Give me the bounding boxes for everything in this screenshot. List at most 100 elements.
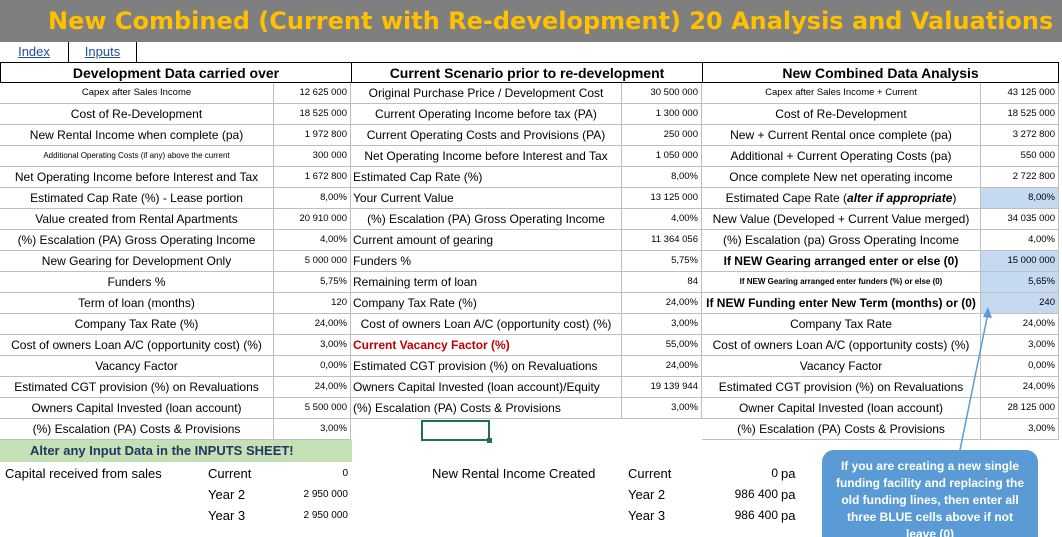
current-label[interactable]: Your Current Value [351,188,622,209]
combined-value[interactable]: 550 000 [981,146,1059,167]
combined-value[interactable]: 34 035 000 [981,209,1059,230]
combined-label[interactable]: (%) Escalation (pa) Gross Operating Inco… [702,230,981,251]
development-label[interactable]: Capex after Sales Income [0,83,274,104]
combined-label[interactable]: New + Current Rental once complete (pa) [702,125,981,146]
combined-label[interactable]: Capex after Sales Income + Current [702,83,981,104]
new-term-input[interactable]: 240 [981,293,1059,314]
combined-label[interactable]: New Value (Developed + Current Value mer… [702,209,981,230]
capital-value[interactable]: 0 [342,468,348,479]
development-value[interactable]: 1 672 800 [274,167,351,188]
combined-value[interactable]: 24,00% [981,314,1059,335]
current-label[interactable]: Net Operating Income before Interest and… [351,146,622,167]
combined-value[interactable]: 24,00% [981,377,1059,398]
development-value[interactable]: 24,00% [274,377,351,398]
current-label[interactable]: Current amount of gearing [351,230,622,251]
current-value[interactable]: 30 500 000 [622,83,702,104]
capital-value[interactable]: 2 950 000 [303,510,349,521]
current-value[interactable]: 1 300 000 [622,104,702,125]
development-label[interactable]: Cost of owners Loan A/C (opportunity cos… [0,335,274,356]
combined-value[interactable]: 3,00% [981,335,1059,356]
development-value[interactable]: 8,00% [274,188,351,209]
development-label[interactable]: Term of loan (months) [0,293,274,314]
development-label[interactable]: New Rental Income when complete (pa) [0,125,274,146]
current-value[interactable]: 250 000 [622,125,702,146]
current-value[interactable]: 24,00% [622,293,702,314]
combined-label[interactable]: Additional + Current Operating Costs (pa… [702,146,981,167]
development-value[interactable]: 5 500 000 [274,398,351,419]
development-label[interactable]: Estimated CGT provision (%) on Revaluati… [0,377,274,398]
combined-value[interactable]: 0,00% [981,356,1059,377]
development-value[interactable]: 3,00% [274,335,351,356]
current-label[interactable]: Funders % [351,251,622,272]
combined-label[interactable]: Vacancy Factor [702,356,981,377]
development-label[interactable]: (%) Escalation (PA) Gross Operating Inco… [0,230,274,251]
development-label[interactable]: Net Operating Income before Interest and… [0,167,274,188]
combined-value[interactable]: 28 125 000 [981,398,1059,419]
combined-label[interactable]: Estimated Cape Rate (alter if appropriat… [702,188,981,209]
current-value[interactable]: 24,00% [622,356,702,377]
development-value[interactable]: 3,00% [274,419,351,440]
development-value[interactable]: 20 910 000 [274,209,351,230]
combined-label[interactable]: Company Tax Rate [702,314,981,335]
current-value[interactable]: 13 125 000 [622,188,702,209]
combined-value[interactable]: 3 272 800 [981,125,1059,146]
current-label[interactable]: (%) Escalation (PA) Gross Operating Inco… [351,209,622,230]
current-label[interactable]: Estimated Cap Rate (%) [351,167,622,188]
development-label[interactable]: (%) Escalation (PA) Costs & Provisions [0,419,274,440]
combined-label[interactable]: If NEW Funding enter New Term (months) o… [702,293,981,314]
current-value[interactable]: 3,00% [622,398,702,419]
current-value[interactable]: 4,00% [622,209,702,230]
rental-value[interactable]: 986 400 [734,508,778,522]
current-value[interactable]: 55,00% [622,335,702,356]
development-label[interactable]: New Gearing for Development Only [0,251,274,272]
combined-label[interactable]: Cost of Re-Development [702,104,981,125]
current-label[interactable]: Current Operating Income before tax (PA) [351,104,622,125]
development-label[interactable]: Funders % [0,272,274,293]
combined-value[interactable]: 3,00% [981,419,1059,440]
combined-label[interactable]: Once complete New net operating income [702,167,981,188]
current-value[interactable]: 5,75% [622,251,702,272]
current-label[interactable]: Company Tax Rate (%) [351,293,622,314]
development-label[interactable]: Vacancy Factor [0,356,274,377]
current-label[interactable]: Remaining term of loan [351,272,622,293]
development-value[interactable]: 24,00% [274,314,351,335]
development-value[interactable]: 12 625 000 [274,83,351,104]
current-value[interactable]: 84 [622,272,702,293]
combined-label[interactable]: Cost of owners Loan A/C (opportunity cos… [702,335,981,356]
new-funders-input[interactable]: 5,65% [981,272,1059,293]
current-label[interactable]: Cost of owners Loan A/C (opportunity cos… [351,314,622,335]
current-label[interactable]: Owners Capital Invested (loan account)/E… [351,377,622,398]
development-value[interactable]: 120 [274,293,351,314]
combined-label[interactable]: If NEW Gearing arranged enter funders (%… [702,272,981,293]
current-value[interactable]: 1 050 000 [622,146,702,167]
development-label[interactable]: Owners Capital Invested (loan account) [0,398,274,419]
combined-value[interactable]: 43 125 000 [981,83,1059,104]
current-vacancy-label[interactable]: Current Vacancy Factor (%) [351,335,622,356]
development-label[interactable]: Cost of Re-Development [0,104,274,125]
combined-value[interactable]: 18 525 000 [981,104,1059,125]
current-value[interactable]: 11 364 056 [622,230,702,251]
combined-label[interactable]: Estimated CGT provision (%) on Revaluati… [702,377,981,398]
current-label[interactable]: (%) Escalation (PA) Costs & Provisions [351,398,622,419]
development-value[interactable]: 300 000 [274,146,351,167]
selected-cell[interactable] [421,420,492,443]
current-value[interactable]: 19 139 944 [622,377,702,398]
current-label[interactable]: Original Purchase Price / Development Co… [351,83,622,104]
development-label[interactable]: Estimated Cap Rate (%) - Lease portion [0,188,274,209]
current-value[interactable]: 3,00% [622,314,702,335]
rental-value[interactable]: 0 [771,466,778,480]
capital-value[interactable]: 2 950 000 [303,489,349,500]
development-value[interactable]: 5,75% [274,272,351,293]
rental-value[interactable]: 986 400 [734,487,778,501]
development-label[interactable]: Additional Operating Costs (if any) abov… [0,146,274,167]
combined-label[interactable]: (%) Escalation (PA) Costs & Provisions [702,419,981,440]
combined-value[interactable]: 4,00% [981,230,1059,251]
inputs-link[interactable]: Inputs [69,42,137,62]
cap-rate-input[interactable]: 8,00% [981,188,1059,209]
combined-label[interactable]: If NEW Gearing arranged enter or else (0… [702,251,981,272]
current-value[interactable]: 8,00% [622,167,702,188]
new-gearing-input[interactable]: 15 000 000 [981,251,1059,272]
index-link[interactable]: Index [0,42,69,62]
current-label[interactable]: Estimated CGT provision (%) on Revaluati… [351,356,622,377]
development-value[interactable]: 1 972 800 [274,125,351,146]
